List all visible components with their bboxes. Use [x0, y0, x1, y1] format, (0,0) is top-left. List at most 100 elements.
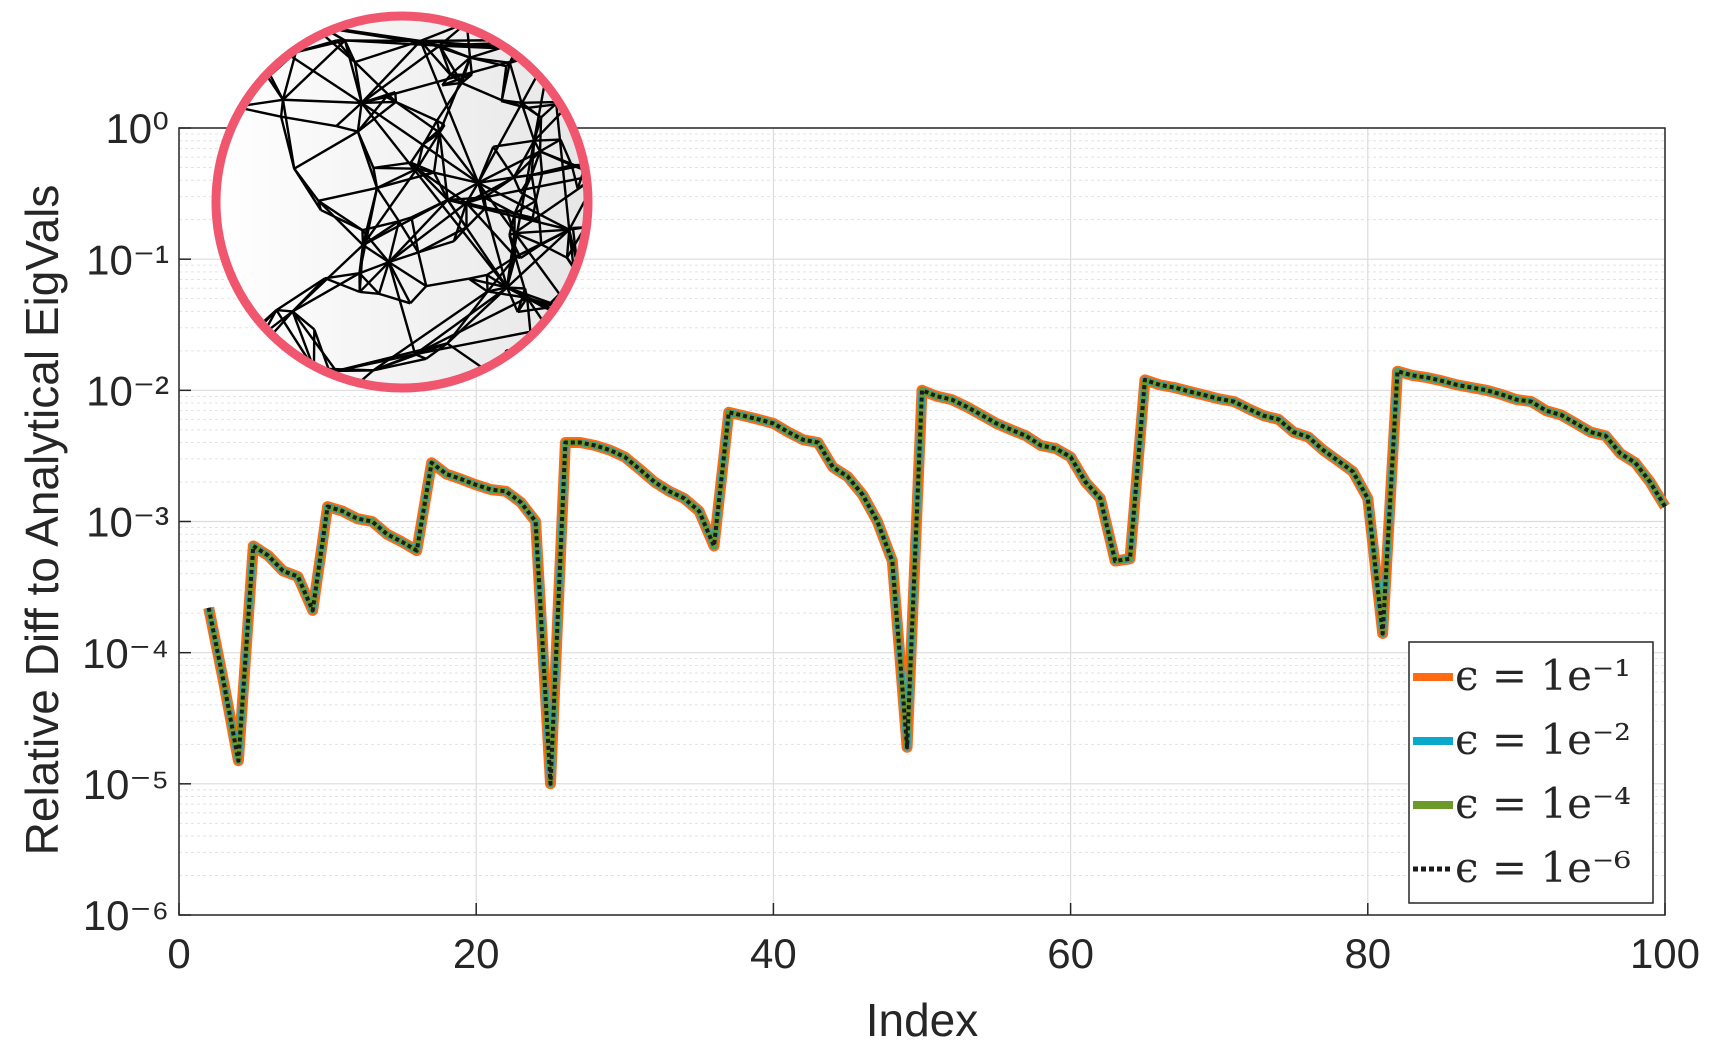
- mesh-edge: [414, 286, 508, 356]
- y-axis-label: Relative Diff to Analytical EigVals: [16, 185, 68, 856]
- mesh-edge: [487, 290, 528, 300]
- mesh-edge: [360, 101, 479, 184]
- mesh-edge: [570, 165, 579, 189]
- mesh-edge: [335, 101, 363, 127]
- mesh-edge: [359, 261, 390, 275]
- mesh-edge: [361, 168, 419, 246]
- mesh-edge: [293, 130, 359, 170]
- y-tick-label: 10⁻²: [86, 367, 169, 414]
- mesh-edge: [280, 115, 337, 128]
- mesh-edge: [538, 19, 588, 41]
- mesh-edge: [420, 38, 588, 43]
- mesh-edge: [506, 228, 571, 289]
- mesh-edge: [477, 181, 570, 231]
- mesh-edge: [493, 139, 535, 148]
- mesh-edge: [324, 277, 361, 294]
- mesh-edge: [395, 100, 441, 134]
- x-tick-label: 80: [1344, 930, 1391, 977]
- mesh-edge: [397, 220, 420, 254]
- mesh-edge: [317, 199, 364, 246]
- mesh-edge: [422, 131, 441, 146]
- mesh-edge: [372, 290, 489, 372]
- mesh-edge: [388, 261, 427, 288]
- mesh-edge: [483, 196, 516, 215]
- mesh-edge: [357, 100, 397, 133]
- mesh-edge: [414, 296, 528, 356]
- mesh-edge: [343, 40, 363, 104]
- mesh-edge: [426, 277, 470, 288]
- mesh-edge: [539, 138, 562, 153]
- mesh-edge: [377, 261, 390, 295]
- mesh-edge: [416, 167, 449, 201]
- mesh-edge: [344, 39, 440, 47]
- mesh-edge: [409, 285, 428, 305]
- mesh-edge: [534, 138, 561, 142]
- mesh-edge: [468, 277, 489, 293]
- mesh-edge: [447, 198, 570, 231]
- legend-box: [1408, 641, 1654, 904]
- mesh-edge: [539, 150, 588, 176]
- legend-label: ϵ = 1e⁻⁴: [1455, 779, 1631, 828]
- mesh-edge: [358, 261, 390, 293]
- mesh-edge: [375, 187, 400, 222]
- mesh-edge: [573, 23, 588, 41]
- mesh-edge: [508, 62, 523, 104]
- mesh-edge: [225, 12, 299, 13]
- mesh-edge: [534, 200, 541, 222]
- mesh-edge: [531, 164, 573, 177]
- mesh-edge: [500, 62, 512, 101]
- mesh-edge: [417, 226, 468, 254]
- mesh-edge: [317, 199, 364, 232]
- mesh-edge: [356, 102, 363, 132]
- mesh-edge: [579, 19, 588, 88]
- mesh-edge: [318, 186, 378, 202]
- mesh-edge: [388, 202, 468, 264]
- mesh-edge: [416, 167, 468, 204]
- mesh-edge: [449, 56, 471, 76]
- mesh-edge: [537, 19, 552, 52]
- mesh-edge: [419, 40, 452, 76]
- mesh-edge: [387, 199, 449, 263]
- mesh-edge: [530, 150, 542, 176]
- mesh-edge: [275, 277, 326, 312]
- mesh-edge: [485, 206, 515, 215]
- mesh-edge: [477, 150, 541, 184]
- mesh-edge: [478, 176, 515, 184]
- mesh-edge: [438, 131, 480, 184]
- mesh-edge: [387, 261, 417, 355]
- mesh-edge: [416, 132, 441, 170]
- mesh-edge: [520, 102, 536, 142]
- mesh-edge: [540, 243, 568, 259]
- mesh-edge: [559, 139, 573, 166]
- mesh-edge: [492, 146, 515, 179]
- mesh-edge: [292, 272, 361, 313]
- mesh-edge: [514, 256, 529, 299]
- plot-frame: [178, 127, 1666, 916]
- mesh-edge: [538, 221, 543, 245]
- mesh-edge: [398, 216, 412, 223]
- mesh-edge: [295, 39, 346, 54]
- mesh-edge: [417, 252, 428, 287]
- mesh-edge: [550, 38, 588, 52]
- mesh-edge: [378, 292, 411, 305]
- mesh-edge: [571, 94, 588, 103]
- mesh-edge: [505, 50, 552, 288]
- mesh-edge: [599, 39, 600, 95]
- mesh-edge: [485, 274, 489, 292]
- y-tick-label: 10⁻⁴: [82, 630, 169, 677]
- mesh-edge: [360, 102, 508, 289]
- mesh-edge: [465, 206, 487, 229]
- x-tick-label: 60: [1047, 930, 1094, 977]
- legend-label: ϵ = 1e⁻⁶: [1455, 843, 1631, 892]
- mesh-edge: [373, 166, 418, 170]
- mesh-edge: [514, 228, 570, 235]
- mesh-edge: [281, 51, 298, 101]
- y-tick-label: 10⁻⁶: [83, 892, 169, 939]
- mesh-edge: [291, 310, 338, 372]
- series-line: [206, 369, 1667, 786]
- x-tick-label: 100: [1630, 930, 1700, 977]
- mesh-edge: [293, 167, 320, 202]
- mesh-edge: [574, 18, 588, 26]
- mesh-edge: [540, 103, 557, 119]
